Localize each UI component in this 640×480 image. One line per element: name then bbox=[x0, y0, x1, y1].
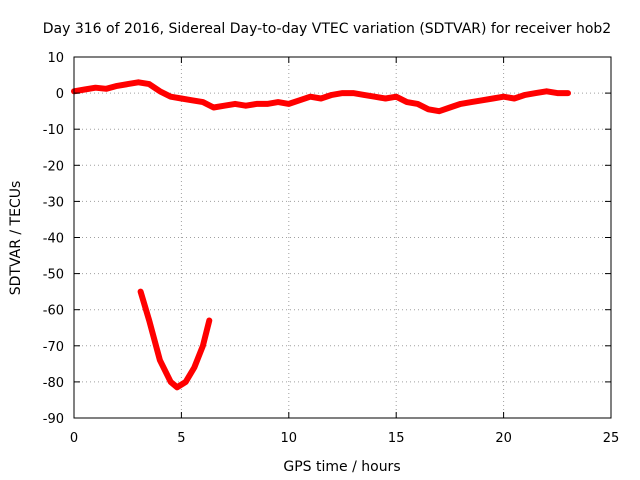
x-tick-label: 0 bbox=[70, 431, 78, 446]
y-tick-label: -40 bbox=[43, 232, 64, 247]
x-tick-label: 25 bbox=[603, 431, 620, 446]
y-tick-label: 10 bbox=[47, 51, 64, 66]
x-tick-label: 10 bbox=[281, 431, 298, 446]
y-tick-label: -10 bbox=[43, 123, 64, 138]
x-tick-labels: 0 5 10 15 20 25 bbox=[70, 431, 619, 446]
y-tick-label: -60 bbox=[43, 304, 64, 319]
grid-lines bbox=[74, 57, 611, 418]
y-tick-label: -20 bbox=[43, 159, 64, 174]
x-tick-label: 15 bbox=[388, 431, 405, 446]
y-tick-label: -70 bbox=[43, 340, 64, 355]
y-tick-label: -90 bbox=[43, 412, 64, 427]
y-tick-label: 0 bbox=[56, 87, 64, 102]
y-tick-label: -50 bbox=[43, 268, 64, 283]
y-axis-label: SDTVAR / TECUs bbox=[8, 181, 24, 296]
axis-ticks bbox=[73, 56, 612, 419]
x-tick-label: 20 bbox=[495, 431, 512, 446]
series-group bbox=[71, 79, 571, 391]
y-tick-label: -80 bbox=[43, 376, 64, 391]
sdtvar-main-line bbox=[71, 79, 571, 115]
chart-title: Day 316 of 2016, Sidereal Day-to-day VTE… bbox=[43, 21, 611, 37]
y-tick-label: -30 bbox=[43, 195, 64, 210]
sdtvar-dip-line bbox=[137, 288, 213, 391]
x-tick-label: 5 bbox=[177, 431, 185, 446]
y-tick-labels: 10 0 -10 -20 -30 -40 -50 -60 -70 -80 -90 bbox=[43, 51, 64, 427]
x-axis-label: GPS time / hours bbox=[283, 459, 400, 475]
